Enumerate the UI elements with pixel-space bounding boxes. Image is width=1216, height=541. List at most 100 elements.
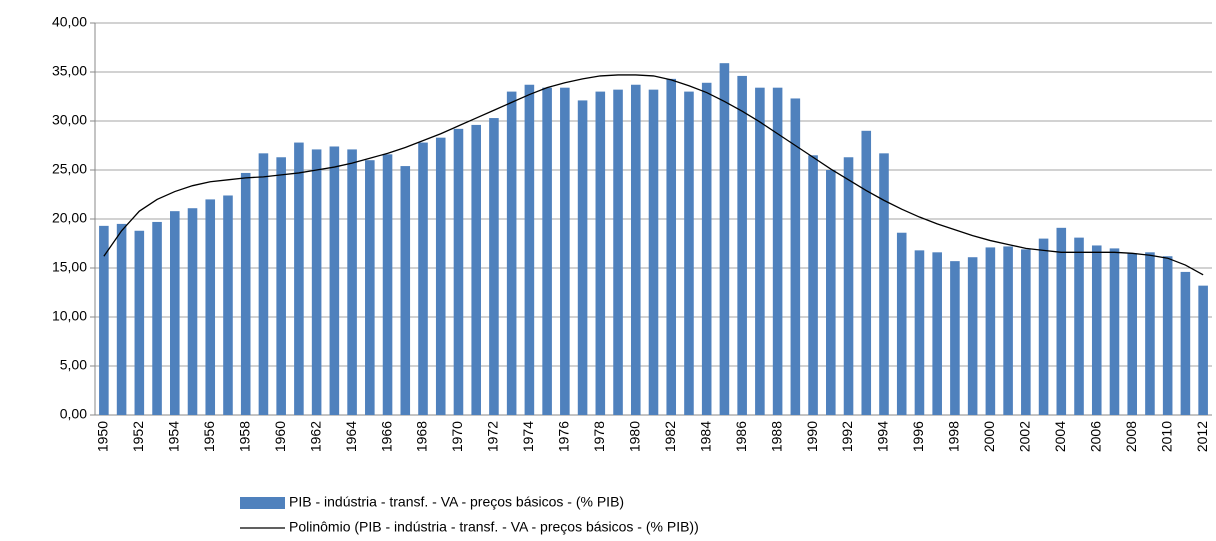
x-tick-label: 2012 bbox=[1194, 421, 1210, 452]
bar bbox=[648, 89, 659, 415]
bar bbox=[1162, 256, 1173, 415]
x-tick-label: 2010 bbox=[1158, 421, 1174, 452]
bar bbox=[666, 78, 677, 416]
bar bbox=[169, 211, 180, 415]
bar bbox=[99, 225, 109, 415]
x-tick-label: 1954 bbox=[165, 421, 181, 452]
bar bbox=[914, 250, 925, 415]
x-tick-label: 1990 bbox=[804, 421, 820, 452]
bar bbox=[1109, 248, 1120, 415]
bar bbox=[205, 199, 216, 415]
bar bbox=[453, 128, 464, 415]
bar bbox=[861, 130, 872, 416]
x-tick-label: 1974 bbox=[520, 421, 536, 452]
x-tick-label: 1958 bbox=[236, 421, 252, 452]
bar bbox=[382, 154, 393, 415]
bar bbox=[506, 91, 517, 415]
bar bbox=[116, 223, 127, 415]
y-tick-label: 40,00 bbox=[52, 14, 87, 30]
bar bbox=[347, 149, 357, 416]
bar bbox=[524, 84, 535, 416]
bar bbox=[755, 87, 765, 416]
bar bbox=[950, 261, 960, 415]
bar bbox=[1091, 245, 1102, 415]
bar bbox=[932, 252, 942, 415]
x-tick-label: 1980 bbox=[626, 421, 642, 452]
bar bbox=[134, 230, 145, 415]
bar bbox=[595, 91, 606, 415]
legend-label: Polinômio (PIB - indústria - transf. - V… bbox=[289, 519, 699, 535]
x-tick-label: 1956 bbox=[201, 421, 217, 452]
x-tick-label: 1996 bbox=[910, 421, 926, 452]
x-tick-label: 1998 bbox=[946, 421, 962, 452]
bar bbox=[719, 63, 730, 416]
x-tick-label: 1950 bbox=[95, 421, 111, 452]
y-tick-label: 25,00 bbox=[52, 161, 87, 177]
y-tick-label: 15,00 bbox=[52, 259, 87, 275]
x-tick-label: 1994 bbox=[875, 421, 891, 452]
bar bbox=[471, 124, 481, 416]
y-tick-label: 30,00 bbox=[52, 112, 87, 128]
x-tick-label: 1992 bbox=[839, 421, 855, 452]
legend-label: PIB - indústria - transf. - VA - preços … bbox=[289, 494, 624, 510]
bar bbox=[1127, 253, 1138, 415]
y-tick-label: 5,00 bbox=[60, 357, 87, 373]
bar bbox=[560, 87, 570, 416]
bar bbox=[240, 172, 251, 415]
bar bbox=[418, 142, 428, 415]
bar bbox=[577, 100, 588, 416]
y-tick-label: 35,00 bbox=[52, 63, 87, 79]
bar bbox=[613, 89, 623, 415]
bar bbox=[1145, 252, 1155, 415]
bar bbox=[843, 157, 854, 415]
x-tick-label: 2006 bbox=[1087, 421, 1103, 452]
bar bbox=[879, 153, 889, 415]
x-tick-label: 1978 bbox=[591, 421, 607, 452]
bar bbox=[1180, 271, 1191, 415]
x-tick-label: 1964 bbox=[343, 421, 359, 452]
x-tick-label: 2000 bbox=[981, 421, 997, 452]
bar bbox=[152, 221, 162, 415]
x-tick-label: 2002 bbox=[1017, 421, 1033, 452]
bar bbox=[684, 91, 694, 415]
y-tick-label: 10,00 bbox=[52, 308, 87, 324]
x-tick-label: 2008 bbox=[1123, 421, 1139, 452]
x-tick-label: 1968 bbox=[414, 421, 430, 452]
x-tick-label: 1984 bbox=[697, 421, 713, 452]
x-tick-label: 2004 bbox=[1052, 421, 1068, 452]
bar bbox=[400, 166, 411, 415]
bar bbox=[1003, 246, 1013, 415]
x-tick-label: 1988 bbox=[768, 421, 784, 452]
bar bbox=[790, 98, 801, 416]
bar bbox=[435, 137, 446, 415]
x-tick-label: 1972 bbox=[485, 421, 501, 452]
bar bbox=[1056, 227, 1067, 415]
bar bbox=[1074, 237, 1084, 415]
bar bbox=[967, 257, 978, 415]
bar bbox=[187, 208, 198, 415]
y-tick-label: 20,00 bbox=[52, 210, 87, 226]
bar bbox=[329, 146, 340, 416]
x-tick-label: 1986 bbox=[733, 421, 749, 452]
x-tick-label: 1976 bbox=[556, 421, 572, 452]
trend-line bbox=[103, 74, 1204, 276]
bar bbox=[737, 75, 747, 416]
bar bbox=[542, 87, 552, 416]
bar bbox=[826, 170, 836, 415]
bar bbox=[258, 153, 269, 415]
x-tick-label: 1982 bbox=[662, 421, 678, 452]
bar bbox=[772, 87, 783, 416]
bar bbox=[311, 149, 322, 416]
bar bbox=[630, 84, 641, 416]
bar bbox=[1198, 285, 1208, 415]
bar bbox=[1021, 249, 1031, 415]
x-tick-label: 1960 bbox=[272, 421, 288, 452]
bar bbox=[896, 232, 907, 415]
x-tick-label: 1952 bbox=[130, 421, 146, 452]
legend-swatch bbox=[240, 497, 285, 509]
bar bbox=[701, 82, 712, 415]
bar bbox=[223, 195, 233, 415]
bar bbox=[808, 155, 818, 416]
